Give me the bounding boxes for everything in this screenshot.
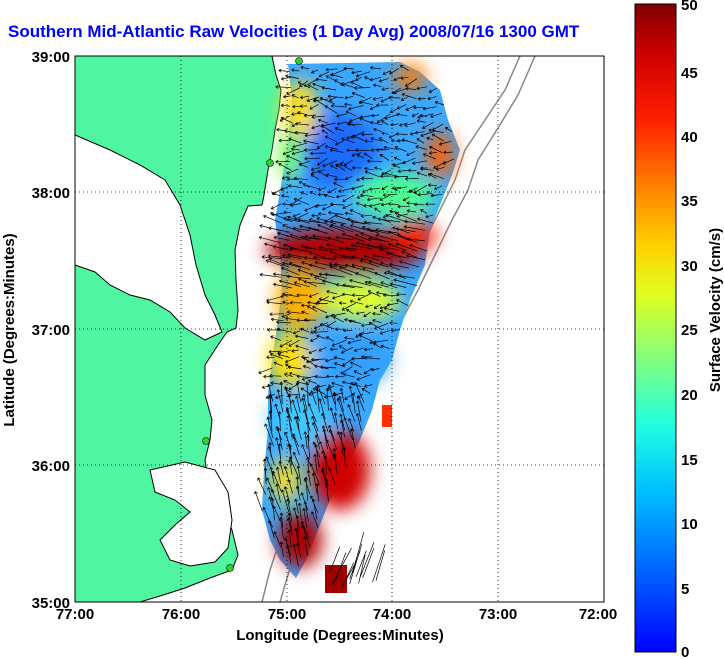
colorbar-tick-label: 0 (681, 644, 689, 659)
radar-site-marker (226, 564, 234, 572)
x-tick-label: 77:00 (56, 606, 94, 623)
radar-site-marker (266, 159, 274, 167)
radar-site-marker (295, 57, 303, 65)
x-tick-label: 73:00 (479, 606, 517, 623)
chesapeake-bay (75, 134, 223, 341)
colorbar-label: Surface Velocity (cm/s) (707, 228, 724, 392)
x-tick-label: 74:00 (373, 606, 411, 623)
y-tick-label: 37:00 (32, 322, 70, 339)
y-tick-label: 39:00 (32, 49, 70, 66)
x-tick-label: 75:00 (268, 606, 306, 623)
x-tick-label: 72:00 (579, 606, 617, 623)
colorbar-tick-label: 45 (681, 65, 698, 82)
colorbar-tick-label: 20 (681, 387, 698, 404)
pamlico-sound (149, 461, 233, 567)
y-tick-label: 38:00 (32, 185, 70, 202)
colorbar-tick-label: 10 (681, 516, 698, 533)
y-tick-label: 36:00 (32, 458, 70, 475)
x-axis-label: Longitude (Degrees:Minutes) (236, 627, 444, 644)
radar-site-marker (202, 437, 210, 445)
y-tick-label: 35:00 (32, 595, 70, 612)
colorbar-tick-label: 15 (681, 452, 698, 469)
velocity-arrow (254, 65, 455, 588)
colorbar-tick-label: 25 (681, 322, 698, 339)
colorbar-tick-label: 5 (681, 581, 689, 598)
colorbar-tick-label: 40 (681, 129, 698, 146)
map-grid (75, 56, 604, 602)
x-tick-label: 76:00 (162, 606, 200, 623)
colorbar-ticks: 50 45 40 35 30 25 20 15 10 5 0 (681, 0, 698, 659)
y-axis-label: Latitude (Degrees:Minutes) (1, 233, 18, 426)
x-axis-ticks: 77:00 76:00 75:00 74:00 73:00 72:00 (56, 606, 617, 623)
map-title: Southern Mid-Atlantic Raw Velocities (1 … (8, 22, 580, 41)
y-axis-ticks: 39:00 38:00 37:00 36:00 35:00 (32, 49, 70, 612)
velocity-vectors (254, 65, 455, 588)
colorbar-tick-label: 50 (681, 0, 698, 14)
colorbar-tick-label: 35 (681, 193, 698, 210)
colorbar-tick-label: 30 (681, 258, 698, 275)
colorbar (634, 3, 677, 653)
map-border (74, 55, 605, 603)
